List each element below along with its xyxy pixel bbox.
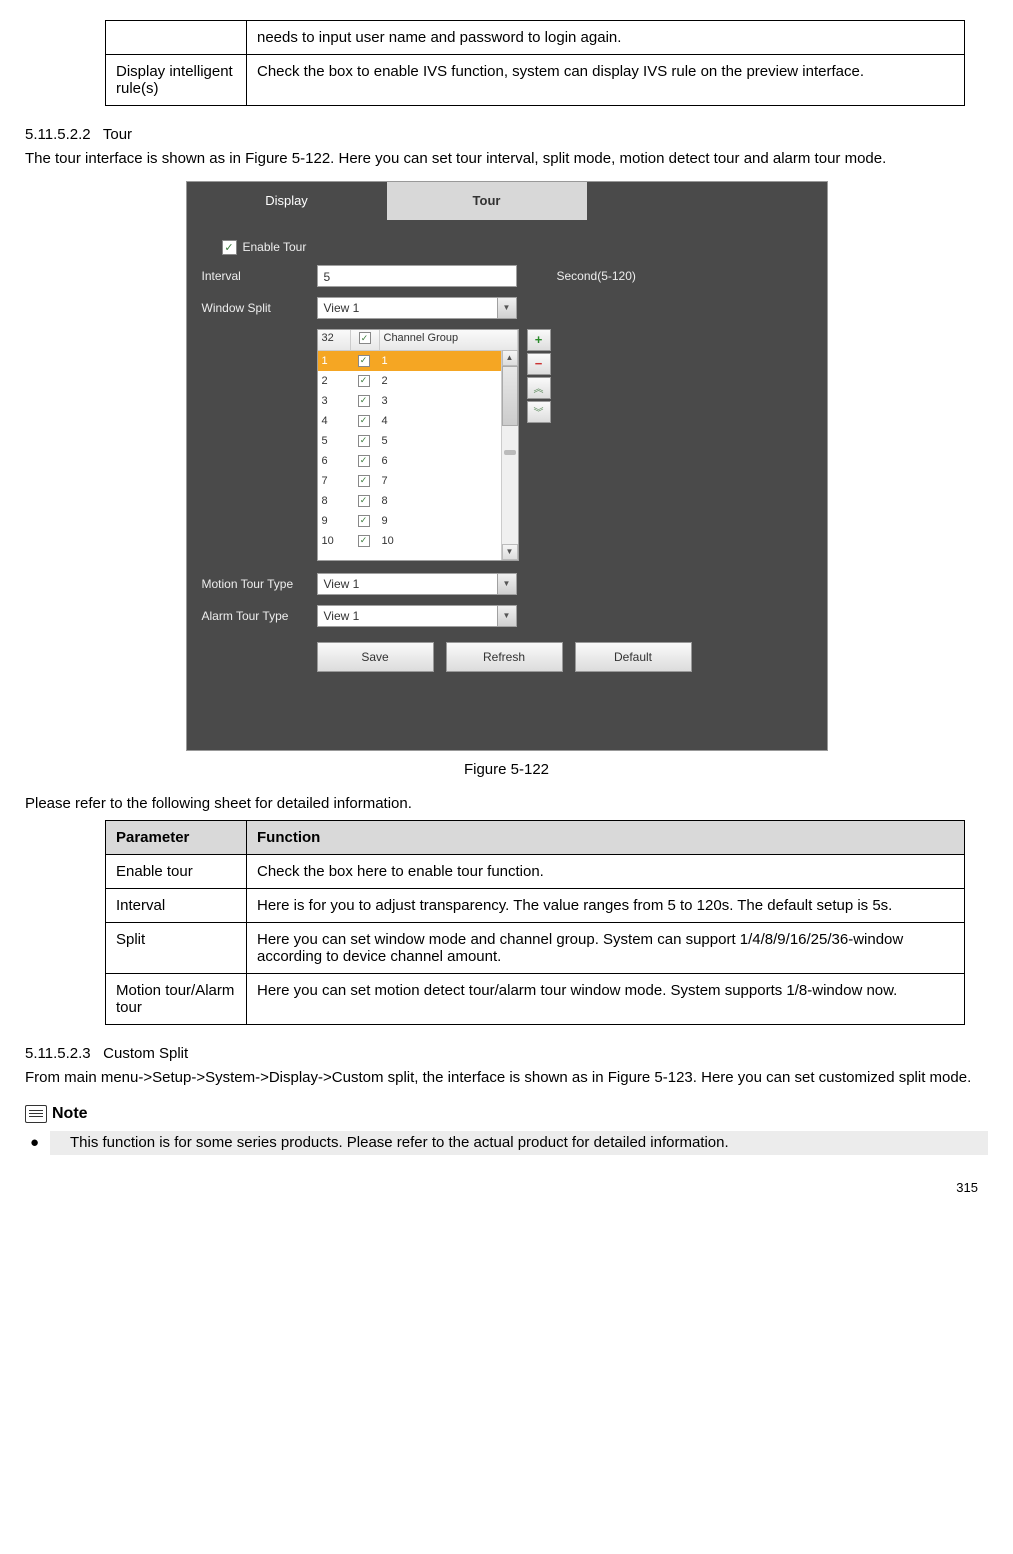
motion-tour-select[interactable]: View 1 ▼ <box>317 573 517 595</box>
enable-tour-checkbox[interactable]: ✓ <box>222 240 237 255</box>
window-split-select[interactable]: View 1 ▼ <box>317 297 517 319</box>
note-list: This function is for some series product… <box>25 1131 988 1155</box>
table-row: Enable tour Check the box here to enable… <box>106 855 965 889</box>
func-cell: needs to input user name and password to… <box>247 21 965 55</box>
motion-tour-row: Motion Tour Type View 1 ▼ <box>202 573 812 595</box>
section-heading-tour: 5.11.5.2.2 Tour <box>25 126 988 143</box>
section-intro: From main menu->Setup->System->Display->… <box>25 1067 988 1090</box>
header-group: Channel Group <box>380 330 518 350</box>
scroll-down-icon[interactable]: ▼ <box>502 544 518 560</box>
section-title: Custom Split <box>103 1045 188 1062</box>
param-cell: Enable tour <box>106 855 247 889</box>
func-cell: Check the box to enable IVS function, sy… <box>247 55 965 106</box>
window-split-row: Window Split View 1 ▼ <box>202 297 812 319</box>
page-number: 315 <box>25 1180 988 1195</box>
header-check-all[interactable]: ✓ <box>351 330 380 350</box>
parameter-table: Parameter Function Enable tour Check the… <box>105 820 965 1025</box>
scroll-up-icon[interactable]: ▲ <box>502 350 518 366</box>
alarm-tour-value: View 1 <box>324 609 360 623</box>
save-button[interactable]: Save <box>317 642 434 672</box>
header-function: Function <box>247 821 965 855</box>
window-split-value: View 1 <box>324 301 360 315</box>
param-cell: Split <box>106 923 247 974</box>
list-item[interactable]: 3 ✓ 3 <box>318 391 518 411</box>
table-row: Display intelligent rule(s) Check the bo… <box>106 55 965 106</box>
tab-bar: Display Tour <box>187 182 827 220</box>
motion-tour-label: Motion Tour Type <box>202 577 317 591</box>
tour-screenshot: Display Tour ✓ Enable Tour Interval 5 Se… <box>186 181 828 751</box>
list-rows: 1 ✓ 1 2 ✓ 2 3 ✓ 3 <box>318 351 518 559</box>
table-intro: Please refer to the following sheet for … <box>25 793 988 816</box>
tab-tour[interactable]: Tour <box>387 182 587 220</box>
list-item[interactable]: 9 ✓ 9 <box>318 511 518 531</box>
window-split-label: Window Split <box>202 301 317 315</box>
channel-listbox-container: 32 ✓ Channel Group 1 ✓ 1 2 ✓ 2 <box>317 329 812 561</box>
enable-tour-label: Enable Tour <box>243 240 307 254</box>
interval-hint: Second(5-120) <box>557 269 636 283</box>
section-number: 5.11.5.2.3 <box>25 1045 91 1062</box>
table-header-row: Parameter Function <box>106 821 965 855</box>
scrollbar[interactable]: ▲ ▼ <box>501 350 518 560</box>
list-item[interactable]: 5 ✓ 5 <box>318 431 518 451</box>
param-cell: Interval <box>106 889 247 923</box>
note-item: This function is for some series product… <box>50 1131 988 1155</box>
table-row: Interval Here is for you to adjust trans… <box>106 889 965 923</box>
list-item[interactable]: 4 ✓ 4 <box>318 411 518 431</box>
list-item[interactable]: 8 ✓ 8 <box>318 491 518 511</box>
alarm-tour-select[interactable]: View 1 ▼ <box>317 605 517 627</box>
param-cell: Display intelligent rule(s) <box>106 55 247 106</box>
section-heading-custom-split: 5.11.5.2.3 Custom Split <box>25 1045 988 1062</box>
section-intro: The tour interface is shown as in Figure… <box>25 148 988 171</box>
func-cell: Here is for you to adjust transparency. … <box>247 889 965 923</box>
param-cell <box>106 21 247 55</box>
list-item[interactable]: 10 ✓ 10 <box>318 531 518 551</box>
chevron-down-icon: ▼ <box>497 298 516 318</box>
interval-input[interactable]: 5 <box>317 265 517 287</box>
table-row: Split Here you can set window mode and c… <box>106 923 965 974</box>
top-info-table: needs to input user name and password to… <box>105 20 965 106</box>
figure-container: Display Tour ✓ Enable Tour Interval 5 Se… <box>25 181 988 751</box>
header-count: 32 <box>318 330 351 350</box>
func-cell: Here you can set motion detect tour/alar… <box>247 974 965 1025</box>
default-button[interactable]: Default <box>575 642 692 672</box>
list-item[interactable]: 6 ✓ 6 <box>318 451 518 471</box>
note-label: Note <box>52 1105 88 1123</box>
table-row: needs to input user name and password to… <box>106 21 965 55</box>
func-cell: Check the box here to enable tour functi… <box>247 855 965 889</box>
tab-display[interactable]: Display <box>187 182 387 220</box>
figure-caption: Figure 5-122 <box>25 761 988 778</box>
table-row: Motion tour/Alarm tour Here you can set … <box>106 974 965 1025</box>
func-cell: Here you can set window mode and channel… <box>247 923 965 974</box>
chevron-down-icon: ▼ <box>497 606 516 626</box>
enable-tour-row: ✓ Enable Tour <box>202 240 812 255</box>
section-number: 5.11.5.2.2 <box>25 126 91 143</box>
move-down-button[interactable]: ︾ <box>527 401 551 423</box>
section-title: Tour <box>103 126 132 143</box>
list-item[interactable]: 1 ✓ 1 <box>318 351 518 371</box>
chevron-down-icon: ▼ <box>497 574 516 594</box>
alarm-tour-label: Alarm Tour Type <box>202 609 317 623</box>
interval-label: Interval <box>202 269 317 283</box>
list-header: 32 ✓ Channel Group <box>318 330 518 351</box>
move-up-button[interactable]: ︽ <box>527 377 551 399</box>
side-button-group: + − ︽ ︾ <box>527 329 551 561</box>
screenshot-body: ✓ Enable Tour Interval 5 Second(5-120) W… <box>187 220 827 750</box>
param-cell: Motion tour/Alarm tour <box>106 974 247 1025</box>
list-item[interactable]: 7 ✓ 7 <box>318 471 518 491</box>
note-icon <box>25 1105 47 1123</box>
note-block: Note <box>25 1105 988 1123</box>
footer-buttons: Save Refresh Default <box>317 642 812 672</box>
list-item[interactable]: 2 ✓ 2 <box>318 371 518 391</box>
header-parameter: Parameter <box>106 821 247 855</box>
refresh-button[interactable]: Refresh <box>446 642 563 672</box>
scroll-thumb[interactable] <box>502 366 518 426</box>
alarm-tour-row: Alarm Tour Type View 1 ▼ <box>202 605 812 627</box>
motion-tour-value: View 1 <box>324 577 360 591</box>
channel-listbox[interactable]: 32 ✓ Channel Group 1 ✓ 1 2 ✓ 2 <box>317 329 519 561</box>
add-button[interactable]: + <box>527 329 551 351</box>
remove-button[interactable]: − <box>527 353 551 375</box>
interval-row: Interval 5 Second(5-120) <box>202 265 812 287</box>
